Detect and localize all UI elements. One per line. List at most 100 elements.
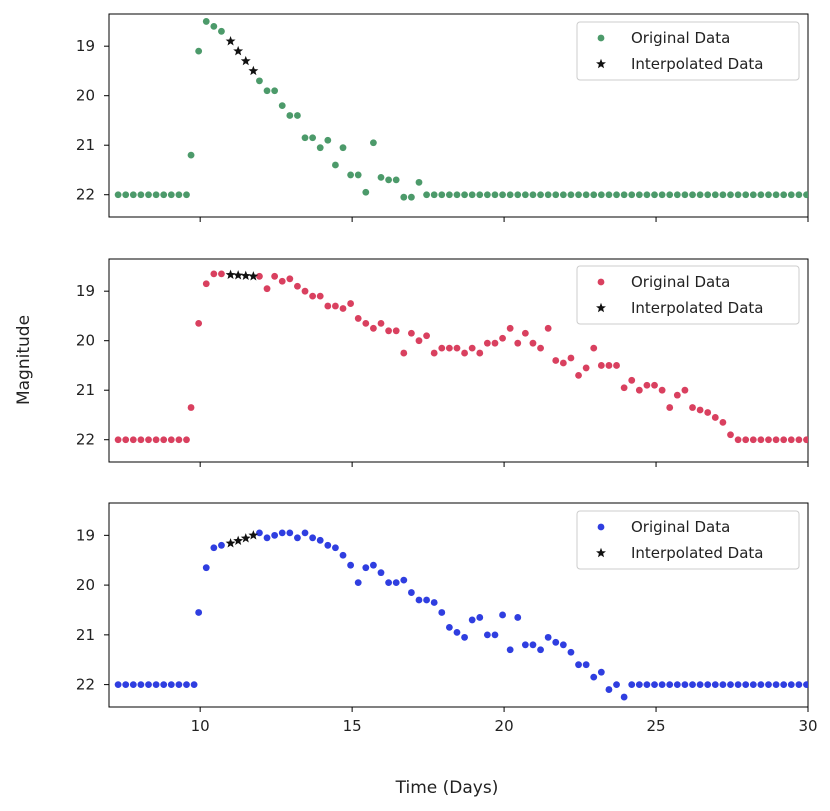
original-data-point	[605, 362, 613, 369]
original-data-point	[309, 292, 317, 300]
original-data-point	[772, 436, 780, 444]
original-data-point	[628, 191, 636, 199]
y-tick-label: 22	[76, 186, 95, 204]
legend-star-marker	[596, 58, 606, 69]
original-data-point	[377, 319, 385, 327]
original-data-point	[711, 681, 719, 689]
original-data-point	[309, 134, 317, 142]
panel-bottom: 19 20 21 22 10 15 20 25 30 Original Data Interpola…	[76, 502, 818, 735]
original-data-point	[620, 384, 628, 392]
original-data-point	[567, 354, 575, 362]
original-data-point	[339, 551, 347, 559]
legend-circle-marker	[597, 278, 605, 286]
interpolated-data-point	[225, 36, 236, 46]
y-tick-label: 20	[76, 576, 95, 594]
original-data-point	[605, 191, 613, 199]
original-data-point	[651, 191, 658, 199]
original-data-point	[559, 191, 567, 199]
original-data-point	[673, 391, 681, 399]
original-data-point	[552, 638, 560, 646]
original-data-point	[385, 327, 392, 335]
original-data-point	[696, 681, 704, 689]
original-data-point	[218, 541, 225, 549]
original-data-point	[635, 681, 643, 689]
x-tick-label: 25	[646, 717, 665, 735]
interpolated-data-point	[233, 535, 244, 546]
original-data-point	[582, 661, 590, 669]
original-data-point	[392, 327, 400, 335]
original-data-point	[567, 648, 575, 656]
original-data-point	[742, 681, 750, 689]
y-tick-label: 21	[76, 381, 95, 399]
legend-label: Interpolated Data	[631, 299, 763, 317]
original-data-point	[316, 292, 324, 300]
original-data-point	[385, 579, 392, 587]
legend-label: Interpolated Data	[631, 55, 763, 73]
original-data-point	[453, 344, 461, 352]
original-data-point	[559, 359, 567, 367]
original-data-point	[651, 381, 658, 389]
y-tick-label: 19	[76, 282, 95, 300]
original-data-point	[590, 191, 598, 199]
original-data-point	[651, 681, 658, 689]
original-data-point	[461, 633, 468, 641]
original-data-point	[757, 191, 765, 199]
original-data-point	[278, 102, 286, 109]
original-data-point	[316, 144, 324, 152]
original-data-point	[711, 414, 719, 421]
original-data-point	[544, 191, 552, 199]
original-data-point	[795, 436, 803, 444]
original-data-point	[407, 193, 415, 201]
original-data-point	[324, 302, 332, 310]
original-data-point	[271, 531, 279, 539]
original-data-point	[263, 285, 271, 293]
original-data-point	[620, 191, 628, 199]
original-data-point	[635, 386, 643, 394]
original-data-point	[160, 191, 168, 199]
original-data-point	[263, 87, 271, 95]
original-data-point	[167, 436, 175, 444]
original-data-point	[175, 436, 183, 444]
original-data-point	[286, 529, 294, 537]
original-data-point	[175, 191, 183, 199]
original-data-point	[643, 681, 651, 689]
original-data-point	[423, 596, 430, 604]
original-data-point	[347, 561, 355, 569]
original-data-point	[114, 191, 122, 199]
original-data-point	[294, 282, 301, 290]
original-data-point	[278, 277, 286, 285]
original-data-point	[354, 171, 362, 179]
x-tick-label: 20	[495, 717, 514, 735]
original-data-point	[765, 681, 772, 689]
original-data-point	[681, 681, 689, 689]
original-data-point	[218, 270, 225, 278]
original-data-point	[392, 176, 400, 184]
original-data-point	[129, 681, 137, 689]
original-data-point	[183, 436, 190, 444]
y-tick-label: 20	[76, 87, 95, 105]
legend-star-marker	[596, 547, 606, 558]
original-data-point	[704, 681, 712, 689]
original-data-point	[613, 191, 620, 199]
original-data-point	[772, 191, 780, 199]
original-data-point	[734, 191, 742, 199]
original-data-point	[256, 77, 263, 85]
original-data-point	[332, 544, 339, 552]
original-data-point	[620, 693, 628, 701]
original-data-point	[787, 436, 795, 444]
original-data-point	[187, 151, 195, 159]
legend-box	[576, 21, 800, 81]
original-data-point	[727, 431, 734, 439]
original-data-point	[544, 324, 552, 332]
original-data-point	[590, 673, 598, 681]
original-data-point	[202, 280, 210, 288]
original-data-point	[476, 614, 484, 621]
original-data-point	[354, 579, 362, 587]
original-data-point	[787, 681, 795, 689]
original-data-point	[114, 681, 122, 689]
original-data-point	[324, 541, 332, 549]
original-data-point	[190, 681, 198, 689]
original-data-point	[765, 436, 772, 444]
original-data-point	[152, 681, 160, 689]
